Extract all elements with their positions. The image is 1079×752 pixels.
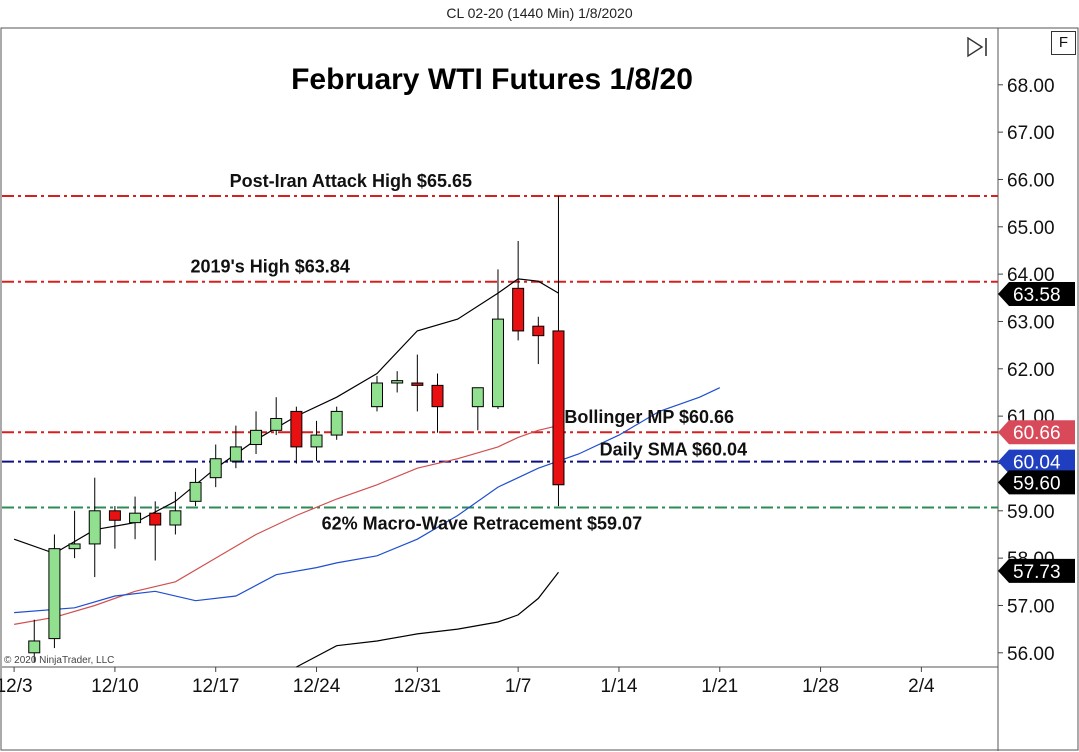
y-tick-label-11: 67.00 [1007,123,1055,144]
x-tick-label-1: 12/10 [91,676,139,697]
candle-body-0 [28,640,41,654]
x-tick-label-2: 12/17 [192,676,240,697]
hline-label-2: Bollinger MP $60.66 [564,407,734,427]
candle-body-1 [48,548,61,640]
x-tick-label-6: 1/14 [600,676,637,697]
candle-body-3 [88,510,101,545]
hline-label-3: Daily SMA $60.04 [600,440,747,460]
candle-body-14 [310,434,323,448]
x-tick-label-5: 1/7 [505,676,531,697]
candle-body-16 [371,382,384,408]
price-flag-label-1: 60.66 [1013,423,1061,444]
candle-body-10 [229,446,242,462]
candle-body-22 [512,287,525,332]
y-tick-label-12: 68.00 [1007,76,1055,97]
price-flag-box-2 [998,449,1075,474]
hline-label-1: 2019's High $63.84 [190,257,349,277]
chart-header: CL 02-20 (1440 Min) 1/8/2020 [446,5,633,21]
price-flag-label-0: 63.58 [1013,285,1061,306]
candle-body-5 [129,512,142,524]
series-bollinger_lower [296,571,559,668]
x-tick-label-4: 12/31 [394,676,442,697]
price-flag-label-3: 59.60 [1013,473,1061,494]
y-tick-label-3: 59.00 [1007,502,1055,523]
x-tick-label-3: 12/24 [293,676,341,697]
price-flag-1: 60.66 [998,420,1075,445]
price-chart: February WTI Futures 1/8/20 Post-Iran Att… [0,27,1079,751]
price-flag-label-2: 60.04 [1013,453,1061,474]
series-bollinger_mp [13,425,559,625]
hline-label-4: 62% Macro-Wave Retracement $59.07 [322,513,643,533]
chart-title: February WTI Futures 1/8/20 [291,63,693,96]
candle-body-8 [189,481,202,502]
price-flag-3: 59.60 [998,470,1075,495]
y-tick-label-1: 57.00 [1007,596,1055,617]
candle-body-24 [552,330,565,486]
price-flag-box-0 [998,282,1075,307]
candle-body-18 [411,382,424,386]
candle-body-19 [431,384,444,408]
y-tick-label-7: 63.00 [1007,312,1055,333]
candle-body-20 [471,387,484,408]
candle-body-9 [209,458,222,479]
candle-body-2 [68,543,81,550]
candle-body-4 [108,510,121,521]
y-tick-label-8: 64.00 [1007,265,1055,286]
x-tick-label-7: 1/21 [701,676,738,697]
candle-body-17 [391,380,404,384]
series-daily_sma [14,387,721,614]
x-tick-label-9: 2/4 [908,676,935,697]
y-tick-label-0: 56.00 [1007,644,1055,665]
candle-body-12 [270,418,283,431]
candle-body-13 [290,410,303,448]
candle-body-7 [169,510,182,526]
price-flag-2: 60.04 [998,449,1075,474]
price-flag-box-1 [998,420,1075,445]
y-tick-label-9: 65.00 [1007,218,1055,239]
price-flag-0: 63.58 [998,282,1075,307]
x-tick-label-0: 12/3 [0,676,33,697]
candle-body-21 [491,318,504,408]
panel-button[interactable]: F [1051,31,1076,55]
scroll-end-icon[interactable] [967,36,987,58]
chart-frame [0,27,1079,751]
price-flag-label-4: 57.73 [1013,562,1061,583]
copyright-text: © 2020 NinjaTrader, LLC [4,655,114,666]
y-tick-label-10: 66.00 [1007,170,1055,191]
candle-body-6 [149,512,162,526]
price-flag-4: 57.73 [998,558,1075,583]
y-tick-label-6: 62.00 [1007,360,1055,381]
price-flag-box-3 [998,470,1075,495]
candle-body-11 [250,429,263,446]
candle-body-23 [532,325,545,337]
price-flag-box-4 [998,558,1075,583]
candle-body-15 [330,410,343,436]
hline-label-0: Post-Iran Attack High $65.65 [230,171,472,191]
scroll-end-arrow [967,36,984,58]
x-tick-label-8: 1/28 [802,676,839,697]
